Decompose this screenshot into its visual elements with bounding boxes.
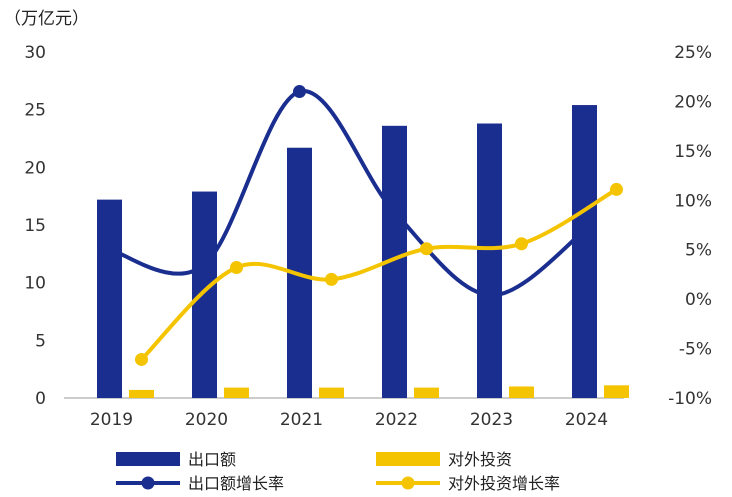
investment-growth-point [135, 352, 148, 366]
left-tick-label: 10 [24, 274, 46, 294]
x-tick-label: 2019 [90, 410, 133, 430]
legend-swatch [116, 452, 180, 466]
left-tick-label: 0 [35, 389, 46, 409]
investment-bar [604, 385, 629, 398]
right-tick-label: -5% [679, 340, 712, 360]
right-tick-label: 10% [674, 191, 712, 211]
left-tick-label: 30 [24, 43, 46, 63]
left-tick-label: 20 [24, 158, 46, 178]
x-tick-label: 2020 [185, 410, 228, 430]
investment-bar [509, 386, 534, 398]
export-bar [477, 123, 502, 399]
unit-label: （万亿元） [4, 9, 89, 29]
export-bar [97, 199, 122, 398]
investment-growth-point [610, 182, 623, 196]
export-growth-point [388, 205, 401, 219]
left-tick-label: 15 [24, 216, 46, 236]
export-bar [192, 191, 217, 398]
x-tick-label: 2021 [280, 410, 323, 430]
lines-layer [103, 85, 623, 366]
legend-label: 对外投资 [448, 450, 512, 469]
right-tick-label: 0% [685, 290, 712, 310]
right-tick-label: 5% [685, 241, 712, 261]
investment-growth-point [230, 261, 243, 275]
left-tick-label: 5 [35, 331, 46, 351]
investment-bar [224, 387, 249, 398]
investment-bar [319, 387, 344, 398]
export-growth-point [198, 258, 211, 272]
investment-growth-point [420, 242, 433, 256]
legend-label: 出口额 [188, 450, 236, 469]
x-tick-label: 2022 [375, 410, 418, 430]
investment-growth-line [139, 187, 619, 362]
export-growth-point [103, 243, 116, 257]
x-axis: 2019 2020 2021 2022 2023 2024 [90, 410, 608, 430]
export-growth-line [107, 89, 587, 298]
right-tick-label: 25% [674, 43, 712, 63]
x-tick-label: 2023 [470, 410, 513, 430]
right-tick-label: -10% [668, 389, 712, 409]
investment-growth-point [515, 237, 528, 251]
legend-marker [401, 476, 415, 490]
legend-marker [141, 476, 155, 490]
left-axis: 0 5 10 15 20 25 30 [24, 43, 46, 409]
right-axis: -10% -5% 0% 5% 10% 15% 20% 25% [668, 43, 712, 409]
left-tick-label: 25 [24, 101, 46, 121]
x-tick-label: 2024 [565, 410, 608, 430]
legend-label: 出口额增长率 [188, 474, 284, 493]
investment-bar [414, 387, 439, 398]
export-growth-point [578, 224, 591, 238]
legend-swatch [376, 452, 440, 466]
legend-label: 对外投资增长率 [448, 474, 560, 493]
export-bar [572, 105, 597, 398]
right-tick-label: 20% [674, 92, 712, 112]
bars-layer [97, 105, 629, 399]
export-growth-point [483, 288, 496, 302]
investment-bar [129, 389, 154, 398]
export-growth-point [293, 85, 306, 99]
investment-growth-point [325, 272, 338, 286]
right-tick-label: 15% [674, 142, 712, 162]
